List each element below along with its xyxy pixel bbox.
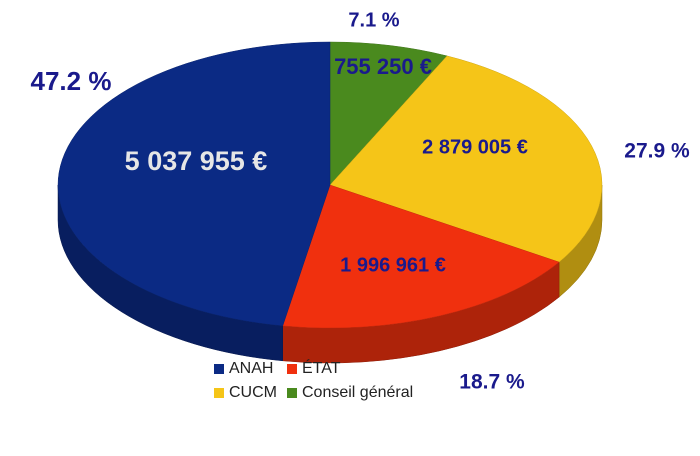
value-label-etat: 1 996 961 € [340, 254, 446, 276]
legend-label-conseil-general: Conseil général [302, 384, 414, 401]
pie-labels: 755 250 € 7.1 % 2 879 005 € 27.9 % 1 996 961… [31, 9, 690, 393]
legend-swatch-cucm [214, 388, 224, 398]
legend-swatch-conseil-general [287, 388, 297, 398]
legend-item-etat: ÉTAT [287, 360, 413, 378]
legend-label-etat: ÉTAT [302, 360, 341, 377]
legend-swatch-etat [287, 364, 297, 374]
percent-label-etat: 18.7 % [459, 371, 525, 394]
percent-label-conseil-general: 7.1 % [348, 9, 399, 31]
legend: ANAH ÉTAT CUCM Conseil général [214, 360, 413, 402]
pie-slices [57, 41, 603, 329]
value-label-cucm: 2 879 005 € [422, 136, 528, 158]
pie-slice-conseil-general [329, 41, 448, 186]
percent-label-anah: 47.2 % [31, 66, 112, 96]
percent-label-cucm: 27.9 % [624, 140, 690, 163]
legend-label-cucm: CUCM [229, 384, 277, 401]
legend-item-anah: ANAH [214, 360, 277, 378]
value-label-conseil-general: 755 250 € [334, 54, 432, 79]
pie-slice-cucm [329, 55, 603, 263]
pie-slice-anah [57, 41, 331, 327]
legend-label-anah: ANAH [229, 360, 274, 377]
value-label-anah: 5 037 955 € [125, 146, 268, 176]
pie-slice-etat [282, 184, 560, 329]
legend-item-conseil-general: Conseil général [287, 384, 413, 402]
legend-item-cucm: CUCM [214, 384, 277, 402]
legend-swatch-anah [214, 364, 224, 374]
